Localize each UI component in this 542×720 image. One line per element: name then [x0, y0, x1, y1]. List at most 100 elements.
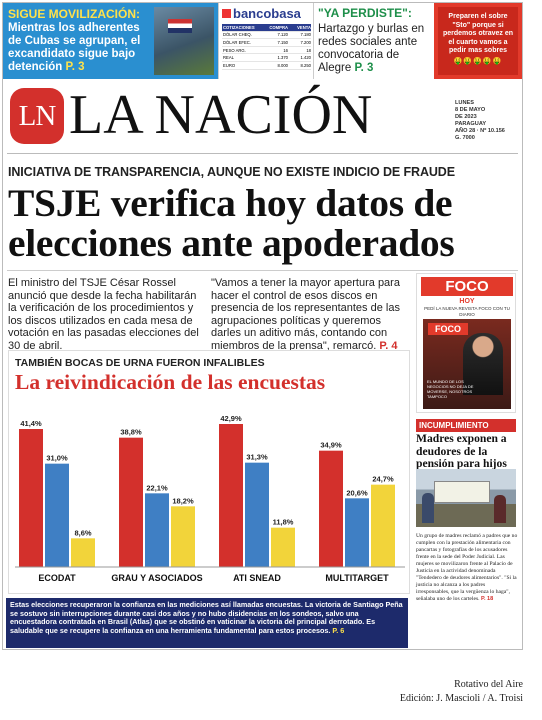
- bar-value-label: 24,7%: [372, 475, 394, 484]
- story-body: Un grupo de madres reclamó a padres que …: [416, 533, 518, 603]
- date-line: DE 2023: [455, 114, 477, 120]
- date-line: AÑO 28 · Nº 10.156: [455, 128, 505, 134]
- bar-ati-snead-0: [219, 424, 243, 567]
- foco-promo[interactable]: FOCO HOY PEDÍ LA NUEVA REVISTA FOCO CON …: [416, 273, 516, 413]
- foco-logo: FOCO: [421, 277, 513, 296]
- bar-multitarget-2: [371, 484, 395, 567]
- teaser-body: Mientras los adherentes de Cubas se agru…: [8, 22, 141, 73]
- banner-image: [434, 481, 490, 503]
- lede-right: "Vamos a tener la mayor apertura para ha…: [211, 277, 409, 352]
- story-headline[interactable]: Madres exponen a deudores de la pensión …: [416, 432, 507, 470]
- chart-kicker: TAMBIÉN BOCAS DE URNA FUERON INFALIBLES: [15, 357, 265, 369]
- teaser-text: Mientras los adherentes de Cubas se agru…: [8, 22, 154, 74]
- bar-grau-y-asociados-2: [171, 506, 195, 567]
- main-headline[interactable]: TSJE verifica hoy datos de elecciones an…: [8, 181, 455, 265]
- credits: Rotativo del Aire Edición: J. Mascioli /…: [330, 678, 523, 706]
- divider: [7, 153, 518, 154]
- footer-text: Estas elecciones recuperaron la confianz…: [10, 600, 403, 635]
- category-label: GRAU Y ASOCIADOS: [111, 573, 202, 583]
- sell-rate: 7.200: [300, 39, 311, 45]
- bar-value-label: 31,0%: [46, 454, 68, 463]
- teaser-bar: SIGUE MOVILIZACIÓN: Mientras los adheren…: [3, 3, 522, 79]
- bar-ecodat-0: [19, 429, 43, 567]
- person-figure: [422, 493, 434, 523]
- divider: [7, 270, 518, 271]
- story-kicker: INCUMPLIMIENTO: [416, 419, 516, 432]
- sell-rate: 8.250: [300, 62, 311, 68]
- bar-value-label: 20,6%: [346, 488, 368, 497]
- category-label: MULTITARGET: [325, 573, 389, 583]
- lede-left: El ministro del TSJE César Rossel anunci…: [8, 277, 199, 352]
- teaser-kicker: SIGUE MOVILIZACIÓN:: [8, 7, 140, 21]
- page-ref: P. 3: [65, 61, 85, 73]
- page-ref: P. 3: [354, 62, 374, 74]
- ln-logo: LN: [10, 88, 64, 144]
- bar-chart: 41,4% 31,0% 8,6% ECODAT 38,8% 22,1% 18,2% GRAU …: [15, 414, 405, 583]
- cover-person-image: [463, 333, 503, 395]
- bar-value-label: 38,8%: [120, 428, 142, 437]
- table-header: COTIZACIONES COMPRA VENTA: [222, 24, 311, 32]
- sell-rate: 1.420: [300, 55, 311, 61]
- credit-line: Rotativo del Aire: [454, 679, 523, 690]
- credit-line: Edición: J. Mascioli / A. Troisi: [399, 693, 523, 704]
- chart-footer: Estas elecciones recuperaron la confianz…: [6, 598, 408, 648]
- bank-name: bancobasa: [233, 6, 301, 21]
- column-header: VENTA: [297, 24, 311, 30]
- social-post: Preparen el sobre "Sto" porque si perdem…: [438, 7, 518, 75]
- money-face-icon: 🤑🤑🤑🤑🤑: [453, 57, 503, 65]
- teaser-movilizacion[interactable]: SIGUE MOVILIZACIÓN: Mientras los adheren…: [3, 3, 218, 79]
- currency-name: REAL: [223, 55, 234, 61]
- bar-ecodat-2: [71, 538, 95, 567]
- social-post-teaser[interactable]: Preparen el sobre "Sto" porque si perdem…: [434, 3, 522, 79]
- teaser-perdiste[interactable]: "YA PERDISTE": Hartazgo y burlas en rede…: [314, 3, 434, 79]
- bar-multitarget-1: [345, 498, 369, 567]
- foco-hoy: HOY: [459, 298, 475, 305]
- lede-quote: "Vamos a tener la mayor apertura para ha…: [211, 277, 400, 352]
- protest-photo: [154, 7, 214, 75]
- cover-caption: EL MUNDO DE LOS NEGOCIOS NO DEJA DE MOVE…: [427, 379, 474, 399]
- column-header: COTIZACIONES: [223, 24, 255, 30]
- category-label: ATI SNEAD: [233, 573, 281, 583]
- table-row: REAL 1.370 1.420: [222, 54, 311, 62]
- bar-grau-y-asociados-1: [145, 493, 169, 567]
- bar-value-label: 22,1%: [146, 483, 168, 492]
- teaser-kicker: "YA PERDISTE":: [318, 6, 412, 20]
- buy-rate: 8.000: [277, 62, 288, 68]
- buy-rate: 1.370: [277, 55, 288, 61]
- cover-logo: FOCO: [428, 323, 468, 335]
- category-label: ECODAT: [38, 573, 76, 583]
- buy-rate: 7.150: [277, 39, 288, 45]
- buy-rate: 7.120: [277, 32, 288, 38]
- bar-ati-snead-2: [271, 527, 295, 567]
- currency-name: PESO ARG.: [223, 47, 246, 53]
- bancobasa-rates: bancobasa COTIZACIONES COMPRA VENTA DÓLA…: [218, 3, 314, 79]
- bar-value-label: 18,2%: [172, 496, 194, 505]
- date-line: 8 DE MAYO: [455, 107, 486, 113]
- newspaper-front-page: SIGUE MOVILIZACIÓN: Mientras los adheren…: [2, 2, 523, 650]
- story-text: Un grupo de madres reclamó a padres que …: [416, 533, 518, 602]
- bar-multitarget-0: [319, 450, 343, 567]
- chart-title: La reivindicación de las encuestas: [15, 370, 326, 394]
- teaser-text: Hartazgo y burlas en redes sociales ante…: [318, 23, 434, 75]
- table-row: DÓLAR CHEQ. 7.120 7.180: [222, 32, 311, 40]
- date-line: PARAGUAY: [455, 121, 487, 127]
- masthead: LN LA NACIÓN LUNES 8 DE MAYO DE 2023 PAR…: [3, 84, 522, 155]
- bar-grau-y-asociados-0: [119, 437, 143, 567]
- bar-value-label: 8,6%: [74, 528, 91, 537]
- post-text: Preparen el sobre "Sto" porque si perdem…: [442, 13, 514, 55]
- bar-value-label: 34,9%: [320, 441, 342, 450]
- page-ref: P. 6: [332, 625, 345, 635]
- page-ref: P. 18: [480, 596, 494, 602]
- main-kicker: INICIATIVA DE TRANSPARENCIA, AUNQUE NO E…: [8, 165, 455, 179]
- bar-ecodat-1: [45, 463, 69, 567]
- currency-name: DÓLAR EFEC.: [223, 39, 251, 45]
- exchange-rate-table: COTIZACIONES COMPRA VENTA DÓLAR CHEQ. 7.…: [222, 24, 311, 70]
- person-figure: [494, 495, 506, 523]
- protest-photo: [416, 469, 516, 527]
- foco-subtitle: PEDÍ LA NUEVA REVISTA FOCO CON TU DIARIO: [424, 306, 510, 317]
- bar-value-label: 11,8%: [273, 518, 294, 527]
- currency-name: EURO: [223, 62, 236, 68]
- newspaper-brand: LA NACIÓN: [69, 84, 373, 146]
- bar-value-label: 41,4%: [20, 419, 42, 428]
- date-line: G. 7000: [455, 135, 475, 141]
